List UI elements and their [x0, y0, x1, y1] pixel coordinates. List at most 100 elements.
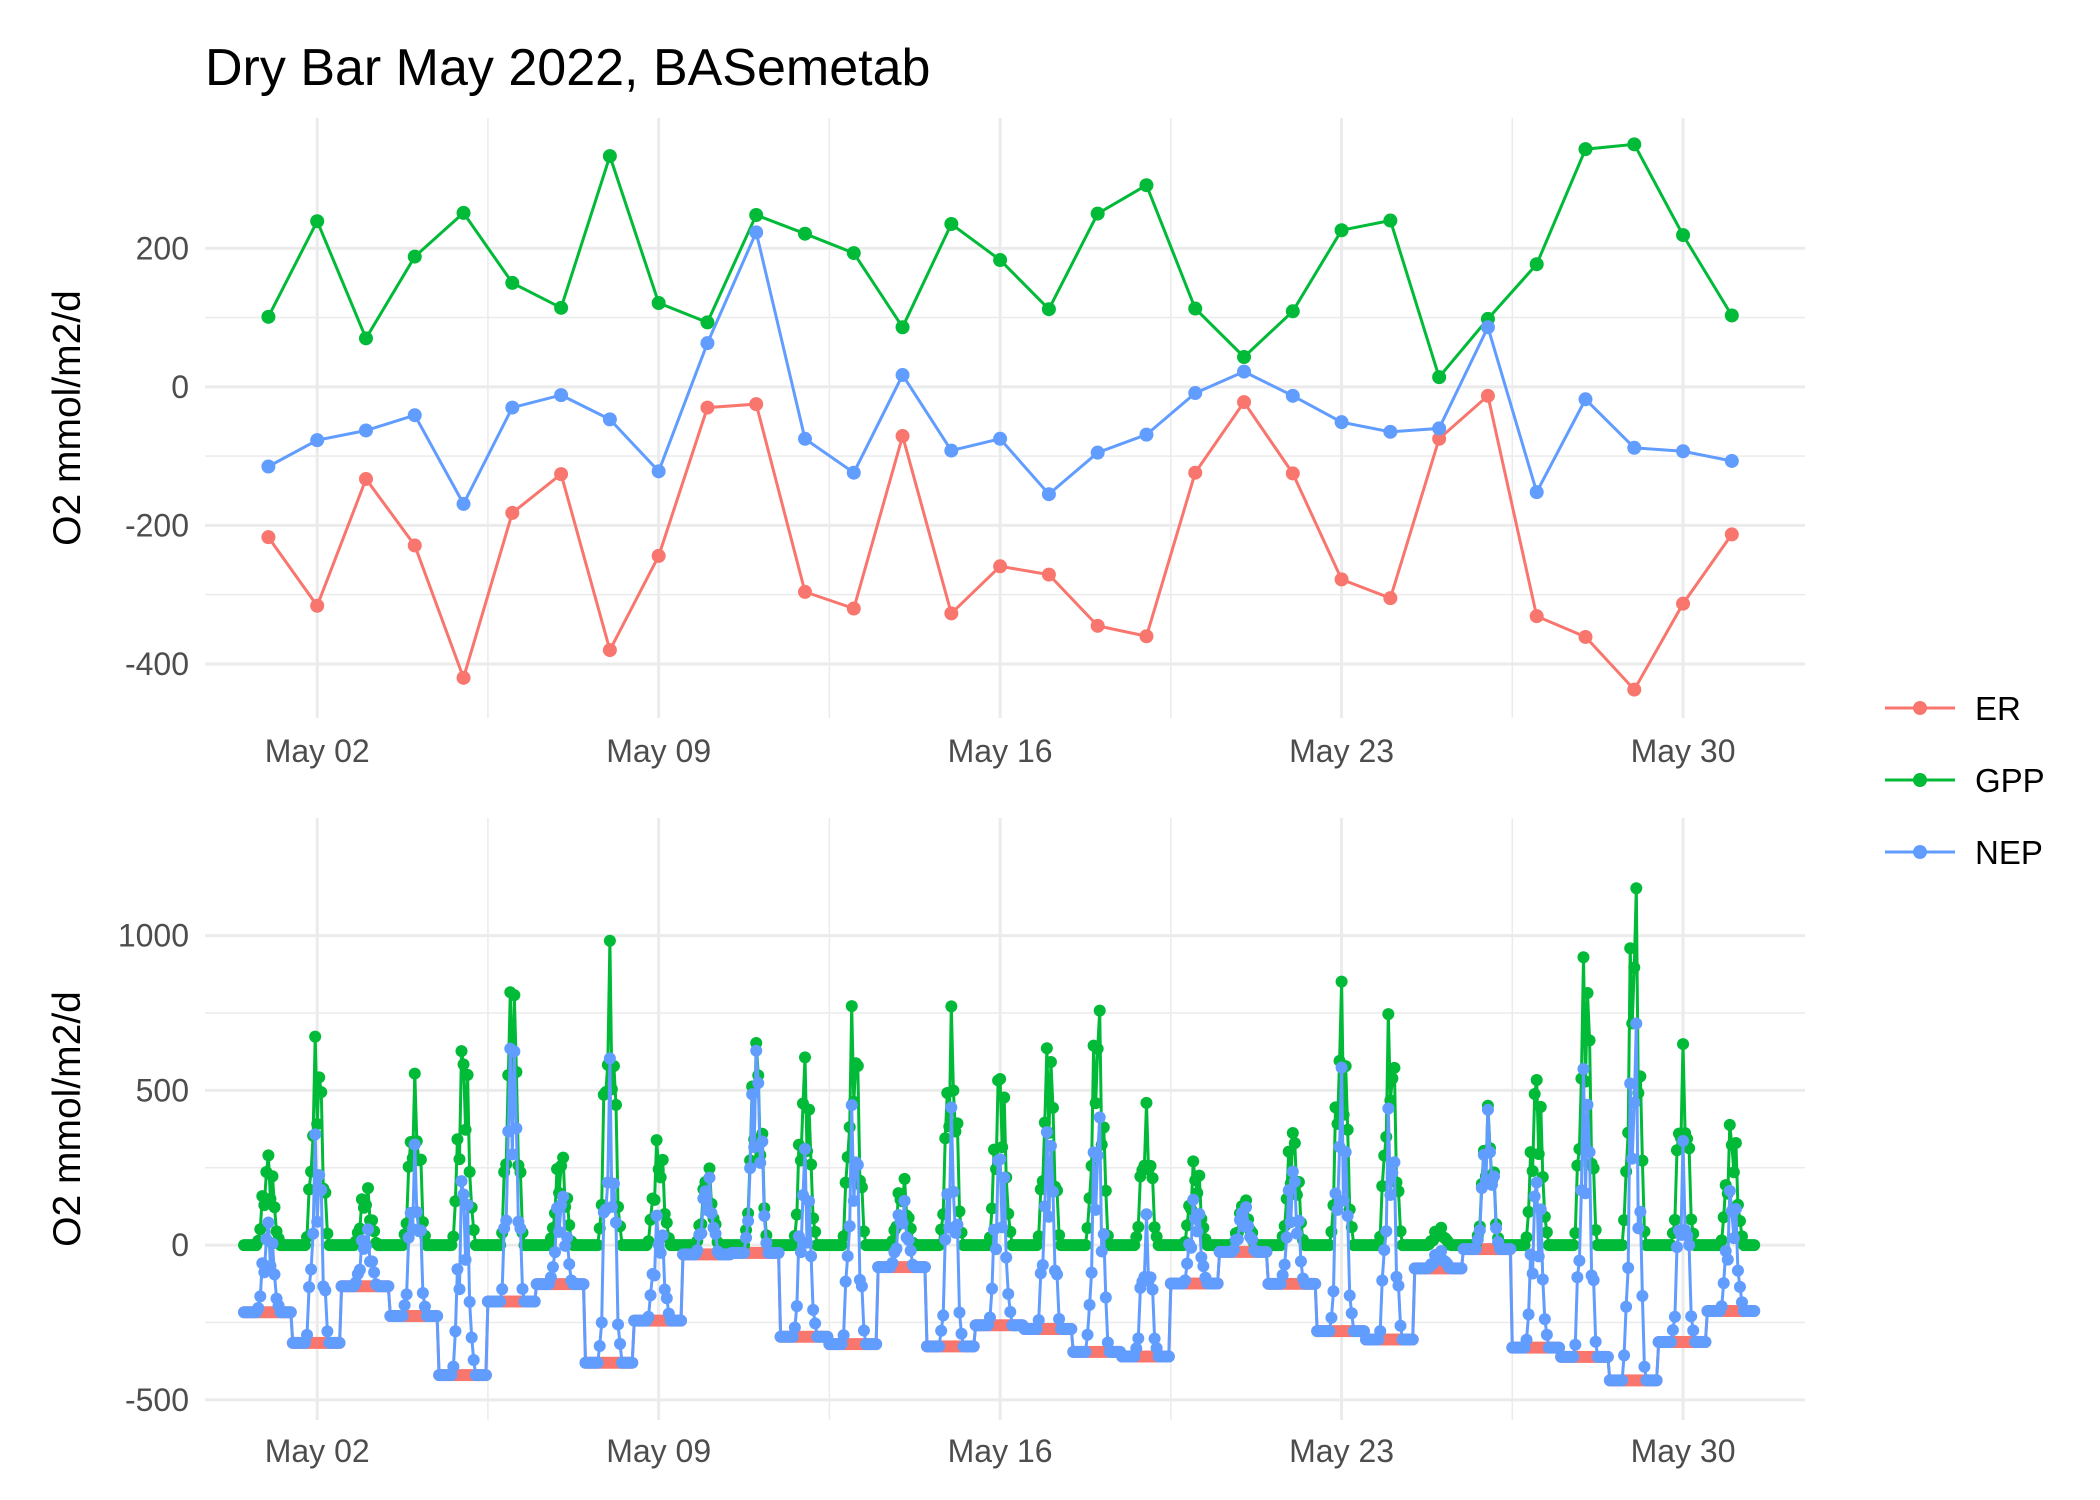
nep-point [1130, 1342, 1143, 1355]
gpp-point [1583, 1034, 1596, 1047]
gpp-point [1382, 1008, 1395, 1021]
nep-point [1571, 1271, 1584, 1284]
nep-point [758, 1209, 771, 1222]
nep-point [319, 1284, 332, 1297]
nep-point [794, 1246, 807, 1259]
nep-point [1044, 1139, 1057, 1152]
gpp-point [603, 934, 616, 947]
nep-point [998, 1171, 1011, 1184]
nep-point [691, 1244, 704, 1257]
nep-point [595, 1316, 608, 1329]
nep-point [1481, 1103, 1494, 1116]
nep-point [1504, 1243, 1517, 1256]
gpp-point [944, 217, 959, 232]
nep-point [1374, 1325, 1387, 1338]
nep-point [1727, 1232, 1740, 1245]
gpp-point [1432, 370, 1447, 385]
nep-point [1292, 1214, 1305, 1227]
gpp-point [993, 253, 1008, 268]
gpp-point [313, 1071, 326, 1084]
nep-point [557, 1190, 570, 1203]
nep-point [418, 1300, 431, 1313]
gpp-point [1567, 1239, 1580, 1252]
nep-point [1323, 1325, 1336, 1338]
nep-point [1046, 1185, 1059, 1198]
er-point [895, 429, 910, 444]
nep-point [1079, 1345, 1092, 1358]
nep-point [944, 443, 959, 458]
nep-point [1455, 1262, 1468, 1275]
nep-point [1211, 1277, 1224, 1290]
gpp-point [1181, 1219, 1194, 1232]
gpp-point [898, 1172, 911, 1185]
nep-point [1683, 1239, 1696, 1252]
nep-point [1041, 487, 1056, 502]
nep-point [563, 1258, 576, 1271]
gpp-point [1288, 1137, 1301, 1150]
nep-point [1394, 1319, 1407, 1332]
gpp-point [1040, 1042, 1053, 1055]
gpp-point [602, 149, 617, 164]
nep-point [847, 1194, 860, 1207]
nep-point [902, 1233, 915, 1246]
nep-point [851, 1158, 864, 1171]
gpp-point [1579, 1075, 1592, 1088]
nep-point [648, 1269, 661, 1282]
gpp-point [1717, 1211, 1730, 1224]
nep-point [1309, 1277, 1322, 1290]
nep-point [1148, 1332, 1161, 1345]
nep-point [1729, 1202, 1742, 1215]
nep-point [1260, 1245, 1273, 1258]
nep-point [577, 1278, 590, 1291]
gpp-point [1724, 308, 1739, 323]
gpp-point [656, 1153, 669, 1166]
nep-point [1002, 1287, 1015, 1300]
chart-title: Dry Bar May 2022, BASemetab [205, 39, 931, 97]
nep-point [1383, 424, 1398, 439]
nep-point [1473, 1224, 1486, 1237]
nep-point [990, 1243, 1003, 1256]
gpp-point [851, 1059, 864, 1072]
gpp-point [1046, 1101, 1059, 1114]
gpp-point [1193, 1169, 1206, 1182]
nep-point [362, 1223, 375, 1236]
gpp-point [457, 1058, 470, 1071]
nep-point [1085, 1266, 1098, 1279]
er-point [1432, 431, 1447, 446]
nep-point [760, 1237, 773, 1250]
gpp-point [798, 226, 812, 241]
er-point [310, 598, 325, 613]
er-point [749, 397, 764, 412]
gpp-point [1526, 1165, 1539, 1178]
gpp-point [1394, 1225, 1407, 1238]
nep-point [1664, 1336, 1677, 1349]
gpp-point [749, 207, 764, 222]
nep-point [1246, 1233, 1259, 1246]
nep-point [1090, 445, 1105, 460]
nep-point [1715, 1300, 1728, 1313]
nep-point [656, 1229, 669, 1242]
nep-point [1185, 1241, 1198, 1254]
gpp-point [1053, 1229, 1066, 1242]
gpp-point [1044, 1055, 1057, 1068]
er-point [651, 548, 666, 563]
gpp-point [953, 1205, 966, 1218]
nep-point [805, 1250, 818, 1263]
nep-point [307, 1227, 320, 1240]
er-point [1237, 395, 1252, 410]
nep-point [1536, 1273, 1549, 1286]
nep-point [700, 336, 715, 351]
nep-point [456, 496, 471, 511]
gpp-point [1727, 1166, 1740, 1179]
y-tick-label: 200 [136, 230, 189, 266]
nep-point [603, 1052, 616, 1065]
nep-point [1376, 1274, 1389, 1287]
nep-point [895, 368, 910, 383]
gpp-point [1130, 1230, 1143, 1243]
gpp-point [315, 1086, 328, 1099]
nep-point [400, 1288, 413, 1301]
nep-point [1197, 1260, 1210, 1273]
nep-point [1083, 1298, 1096, 1311]
nep-point [479, 1369, 492, 1382]
nep-point [353, 1263, 366, 1276]
